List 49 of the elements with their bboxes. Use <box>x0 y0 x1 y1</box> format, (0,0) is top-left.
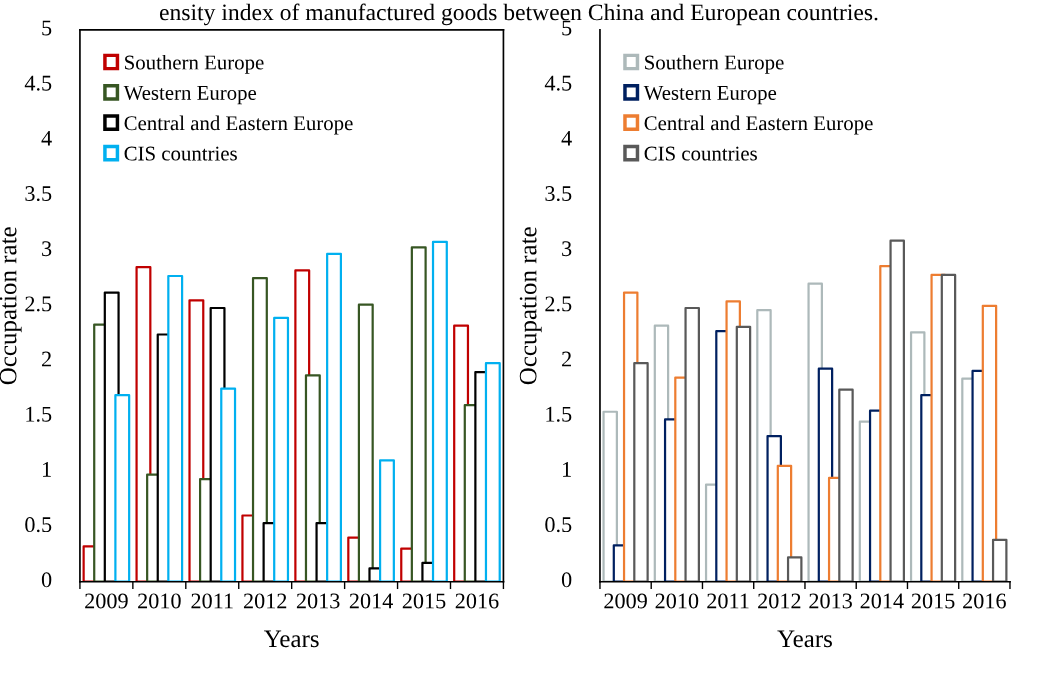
y-tick-label: 3 <box>42 241 52 257</box>
y-tick-label: 3.5 <box>25 186 52 202</box>
y-tick-label: 0 <box>561 572 572 588</box>
x-tick-label: 2014 <box>860 593 904 609</box>
y-tick-label: 0 <box>41 572 52 588</box>
legend-label: Western Europe <box>643 86 777 105</box>
x-tick-label: 2011 <box>707 593 749 609</box>
x-tick-label: 2009 <box>604 593 647 609</box>
x-tick-label: 2015 <box>911 593 955 609</box>
y-tick-label: 1 <box>563 462 571 477</box>
y-tick-label: 4 <box>41 130 52 146</box>
x-tick-label: 2010 <box>655 593 699 609</box>
legend-label: CIS countries <box>124 146 237 161</box>
x-tick-label: 2012 <box>243 593 287 609</box>
x-axis-title: Years <box>264 630 319 648</box>
x-tick-label: 2014 <box>349 593 393 609</box>
y-tick-label: 4 <box>561 130 572 146</box>
x-tick-label: 2016 <box>963 593 1006 609</box>
y-axis-title: Occupation rate <box>519 227 542 385</box>
x-tick-label: 2009 <box>85 593 128 609</box>
x-axis-title: Years <box>777 630 832 648</box>
y-tick-label: 1.5 <box>26 406 52 422</box>
y-tick-label: 1 <box>42 462 51 477</box>
legend-label: Southern Europe <box>645 54 784 74</box>
y-tick-label: 2 <box>562 351 571 367</box>
x-tick-label: 2013 <box>296 593 340 609</box>
y-tick-label: 0.5 <box>545 517 572 533</box>
y-tick-label: 5 <box>42 20 52 36</box>
y-tick-label: 4.5 <box>24 75 52 91</box>
y-tick-label: 2 <box>42 351 51 367</box>
y-tick-label: 4.5 <box>544 75 572 91</box>
legend-label: Central and Eastern Europe <box>124 115 353 135</box>
y-tick-label: 3.5 <box>545 186 572 202</box>
y-tick-label: 3 <box>562 241 572 257</box>
y-tick-label: 1.5 <box>546 406 572 422</box>
x-tick-label: 2011 <box>191 593 233 609</box>
legend-label: Central and Eastern Europe <box>644 115 873 135</box>
y-tick-label: 2.5 <box>25 296 52 312</box>
y-tick-label: 0.5 <box>25 517 52 533</box>
x-tick-label: 2015 <box>402 593 446 609</box>
legend-label: Western Europe <box>123 86 257 105</box>
x-tick-label: 2010 <box>138 593 181 609</box>
y-tick-label: 2.5 <box>545 296 572 312</box>
x-tick-label: 2013 <box>809 593 852 609</box>
x-tick-label: 2016 <box>455 593 499 609</box>
y-axis-title: Occupation rate <box>0 227 22 385</box>
x-tick-label: 2012 <box>758 593 801 609</box>
legend-label: Southern Europe <box>125 54 264 74</box>
legend-label: CIS countries <box>644 146 757 161</box>
